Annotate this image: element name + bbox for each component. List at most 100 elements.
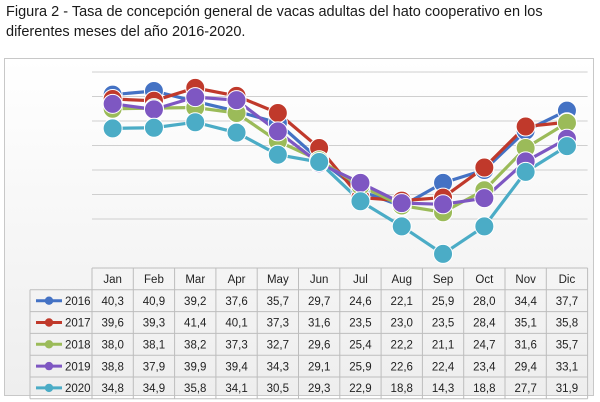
- series-lines: [112, 86, 568, 256]
- data-label-2016-Mar: 39,2: [184, 296, 206, 308]
- tick-label-Jul: Jul: [353, 274, 368, 286]
- tick-label-Nov: Nov: [515, 274, 536, 286]
- series-line-2019: [112, 95, 568, 206]
- data-label-2020-Mar: 35,8: [184, 383, 206, 395]
- legend-marker-2017: [44, 318, 54, 327]
- legend-marker-2018: [44, 340, 54, 349]
- data-label-2019-Jul: 25,9: [349, 361, 371, 373]
- legend-label-2019: 2019: [65, 361, 91, 373]
- point-2020-Sep: [433, 243, 454, 264]
- data-label-2016-Sep: 25,9: [432, 296, 454, 308]
- data-label-2018-May: 32,7: [267, 340, 289, 352]
- data-label-2016-May: 35,7: [267, 296, 289, 308]
- data-label-2017-Jun: 31,6: [308, 318, 330, 330]
- data-label-2017-Aug: 23,0: [391, 318, 413, 330]
- data-label-2016-Jul: 24,6: [349, 296, 371, 308]
- legend-marker-2016: [44, 296, 54, 305]
- data-label-2016-Jun: 29,7: [308, 296, 330, 308]
- tick-label-Apr: Apr: [228, 274, 246, 286]
- tick-label-Feb: Feb: [144, 274, 164, 286]
- data-label-2020-Aug: 18,8: [391, 383, 413, 395]
- tick-label-Mar: Mar: [185, 274, 205, 286]
- legend-label-2017: 2017: [65, 318, 91, 330]
- figure-caption: Figura 2 - Tasa de concepción general de…: [6, 4, 543, 40]
- point-2017-Nov: [515, 116, 536, 137]
- legend-marker-2019: [44, 361, 54, 371]
- data-label-2020-Oct: 18,8: [473, 383, 495, 395]
- tick-label-Aug: Aug: [392, 274, 412, 286]
- data-label-2020-Dic: 31,9: [556, 383, 578, 395]
- data-label-2018-Nov: 31,6: [514, 340, 536, 352]
- data-label-2018-Oct: 24,7: [473, 340, 495, 352]
- data-label-2016-Apr: 37,6: [225, 296, 247, 308]
- series-markers: [102, 77, 577, 264]
- data-label-2017-Feb: 39,3: [143, 318, 165, 330]
- point-2019-Aug: [391, 193, 412, 214]
- data-label-2019-Mar: 39,9: [184, 361, 206, 373]
- data-label-2016-Feb: 40,9: [143, 296, 165, 308]
- point-2019-Apr: [226, 90, 247, 111]
- data-label-2018-Mar: 38,2: [184, 340, 206, 352]
- data-label-2017-Mar: 41,4: [184, 318, 207, 330]
- data-label-2020-Jan: 34,8: [101, 383, 123, 395]
- tick-label-Sep: Sep: [433, 274, 453, 286]
- data-label-2020-Feb: 34,9: [143, 383, 165, 395]
- data-label-2020-Jun: 29,3: [308, 383, 330, 395]
- data-label-2020-Apr: 34,1: [225, 383, 247, 395]
- data-label-2016-Jan: 40,3: [101, 296, 123, 308]
- point-2020-Oct: [474, 216, 495, 237]
- point-2019-Jul: [350, 172, 371, 193]
- point-2019-Feb: [143, 99, 164, 120]
- tick-label-Dic: Dic: [559, 274, 576, 286]
- data-label-2019-Sep: 22,4: [432, 361, 455, 373]
- data-label-2020-May: 30,5: [267, 383, 289, 395]
- point-2020-Apr: [226, 122, 247, 143]
- data-label-2017-Jan: 39,6: [101, 318, 123, 330]
- data-label-2019-Feb: 37,9: [143, 361, 165, 373]
- data-table: Jan Feb Mar Apr May Jun Jul Aug Sep Oct Nov Dic 2016…: [29, 267, 589, 400]
- data-label-2020-Sep: 14,3: [432, 383, 454, 395]
- data-label-2019-Jan: 38,8: [101, 361, 123, 373]
- series-line-2020: [112, 120, 568, 256]
- point-2019-Mar: [185, 87, 206, 108]
- point-2020-May: [267, 144, 288, 165]
- point-2019-Oct: [474, 188, 495, 209]
- data-label-2016-Nov: 34,4: [514, 296, 537, 308]
- point-2020-Jun: [309, 152, 330, 173]
- data-label-2017-Sep: 23,5: [432, 318, 454, 330]
- point-2020-Aug: [391, 216, 412, 237]
- data-label-2018-Jun: 29,6: [308, 340, 330, 352]
- data-label-2016-Oct: 28,0: [473, 296, 495, 308]
- point-2017-Oct: [474, 157, 495, 178]
- data-label-2019-Oct: 23,4: [473, 361, 496, 373]
- data-label-2019-Dic: 33,1: [556, 361, 578, 373]
- point-2020-Jan: [102, 118, 123, 139]
- data-label-2016-Dic: 37,7: [556, 296, 578, 308]
- data-label-2019-Aug: 22,6: [391, 361, 413, 373]
- data-label-2017-Jul: 23,5: [349, 318, 371, 330]
- tick-label-Jan: Jan: [103, 274, 122, 286]
- data-label-2018-Jul: 25,4: [349, 340, 372, 352]
- point-2019-Sep: [433, 194, 454, 215]
- point-2020-Jul: [350, 191, 371, 212]
- legend-label-2018: 2018: [65, 340, 91, 352]
- data-label-2018-Jan: 38,0: [101, 340, 123, 352]
- data-label-2018-Sep: 21,1: [432, 340, 454, 352]
- data-label-2017-Oct: 28,4: [473, 318, 496, 330]
- data-label-2017-May: 37,3: [267, 318, 289, 330]
- data-label-2019-Apr: 39,4: [225, 361, 248, 373]
- legend-label-2016: 2016: [65, 296, 91, 308]
- data-label-2020-Nov: 27,7: [514, 383, 536, 395]
- data-label-2019-Nov: 29,4: [514, 361, 537, 373]
- point-2019-Jan: [102, 93, 123, 114]
- point-2020-Mar: [185, 112, 206, 133]
- data-label-2018-Aug: 22,2: [391, 340, 413, 352]
- legend-label-2020: 2020: [65, 383, 91, 395]
- data-label-2016-Aug: 22,1: [391, 296, 413, 308]
- point-2019-May: [267, 121, 288, 142]
- point-2020-Nov: [515, 161, 536, 182]
- data-label-2018-Apr: 37,3: [225, 340, 247, 352]
- point-2020-Feb: [143, 117, 164, 138]
- data-label-2017-Apr: 40,1: [225, 318, 247, 330]
